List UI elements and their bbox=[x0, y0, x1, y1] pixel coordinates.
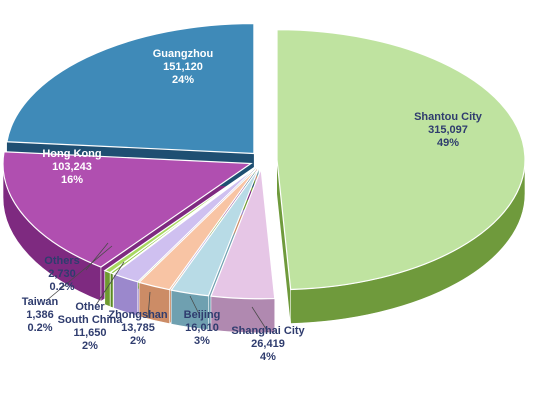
data-label-line: 16% bbox=[61, 174, 83, 186]
slice-wall-others bbox=[104, 270, 111, 308]
pie-slice-others bbox=[103, 166, 256, 274]
data-label-line: South China bbox=[58, 314, 124, 326]
data-label-shanghai-city: Shanghai City 26,419 4% bbox=[231, 325, 305, 363]
leader-line-beijing bbox=[189, 295, 201, 317]
data-label-line: 26,419 bbox=[251, 338, 285, 350]
slice-cut-face-shantou-city bbox=[276, 159, 291, 324]
data-label-line: 103,243 bbox=[52, 161, 92, 173]
pie-slice-shantou-city bbox=[276, 29, 526, 291]
data-label-line: Hong Kong bbox=[42, 148, 101, 160]
data-label-line: 151,120 bbox=[163, 61, 203, 73]
pie-slice-guangzhou bbox=[6, 22, 255, 155]
data-label-line: 2% bbox=[130, 335, 146, 347]
data-label-others: Others 2,730 0.2% bbox=[44, 255, 79, 293]
data-label-line: 3% bbox=[194, 335, 210, 347]
data-label-line: 4% bbox=[260, 351, 276, 363]
data-label-guangzhou: Guangzhou 151,120 24% bbox=[153, 48, 214, 86]
data-label-hong-kong: Hong Kong 103,243 16% bbox=[42, 148, 101, 186]
data-label-line: 49% bbox=[437, 137, 459, 149]
data-label-line: 24% bbox=[172, 74, 194, 86]
data-label-line: 2% bbox=[82, 340, 98, 352]
pie-slice-other-south-china bbox=[112, 167, 257, 283]
data-label-beijing: Beijing 16,010 3% bbox=[184, 309, 221, 347]
data-label-line: Zhongshan bbox=[108, 309, 168, 321]
data-label-line: Shantou City bbox=[414, 111, 483, 123]
data-label-line: Guangzhou bbox=[153, 48, 214, 60]
data-label-line: Others bbox=[44, 255, 79, 267]
slice-tops bbox=[2, 22, 526, 300]
pie-slice-beijing bbox=[170, 168, 260, 297]
data-label-line: 0.2% bbox=[27, 322, 52, 334]
leader-line-shanghai-city bbox=[251, 306, 269, 333]
data-label-line: 315,097 bbox=[428, 124, 468, 136]
leader-lines bbox=[45, 242, 269, 333]
data-label-line: 2,730 bbox=[48, 268, 76, 280]
data-labels: Shantou City 315,097 49% Shanghai City 26,41… bbox=[22, 48, 483, 363]
leader-line-zhongshan bbox=[147, 291, 151, 319]
data-label-shantou-city: Shantou City 315,097 49% bbox=[414, 111, 483, 149]
pie-slice-shanghai-city bbox=[210, 168, 276, 300]
data-label-line: 11,650 bbox=[73, 327, 106, 339]
data-label-line: Taiwan bbox=[22, 296, 59, 308]
data-label-line: Other bbox=[75, 301, 105, 313]
pie-slice-hong-kong bbox=[2, 151, 253, 268]
data-label-line: Beijing bbox=[184, 309, 221, 321]
leader-line-taiwan bbox=[45, 245, 113, 302]
data-label-line: Shanghai City bbox=[231, 325, 305, 337]
leader-line-others bbox=[85, 242, 109, 271]
data-label-other-south-china: Other South China 11,650 2% bbox=[58, 301, 124, 352]
data-label-line: 16,010 bbox=[185, 322, 219, 334]
data-label-line: 0.2% bbox=[49, 281, 74, 293]
data-label-line: 13,785 bbox=[121, 322, 155, 334]
slice-wall-taiwan bbox=[110, 272, 114, 309]
pie-slice-zhongshan bbox=[137, 167, 258, 291]
data-label-zhongshan: Zhongshan 13,785 2% bbox=[108, 309, 168, 347]
data-label-line: 1,386 bbox=[26, 309, 54, 321]
data-label-taiwan: Taiwan 1,386 0.2% bbox=[22, 296, 59, 334]
leader-line-other-south-china bbox=[95, 261, 125, 306]
